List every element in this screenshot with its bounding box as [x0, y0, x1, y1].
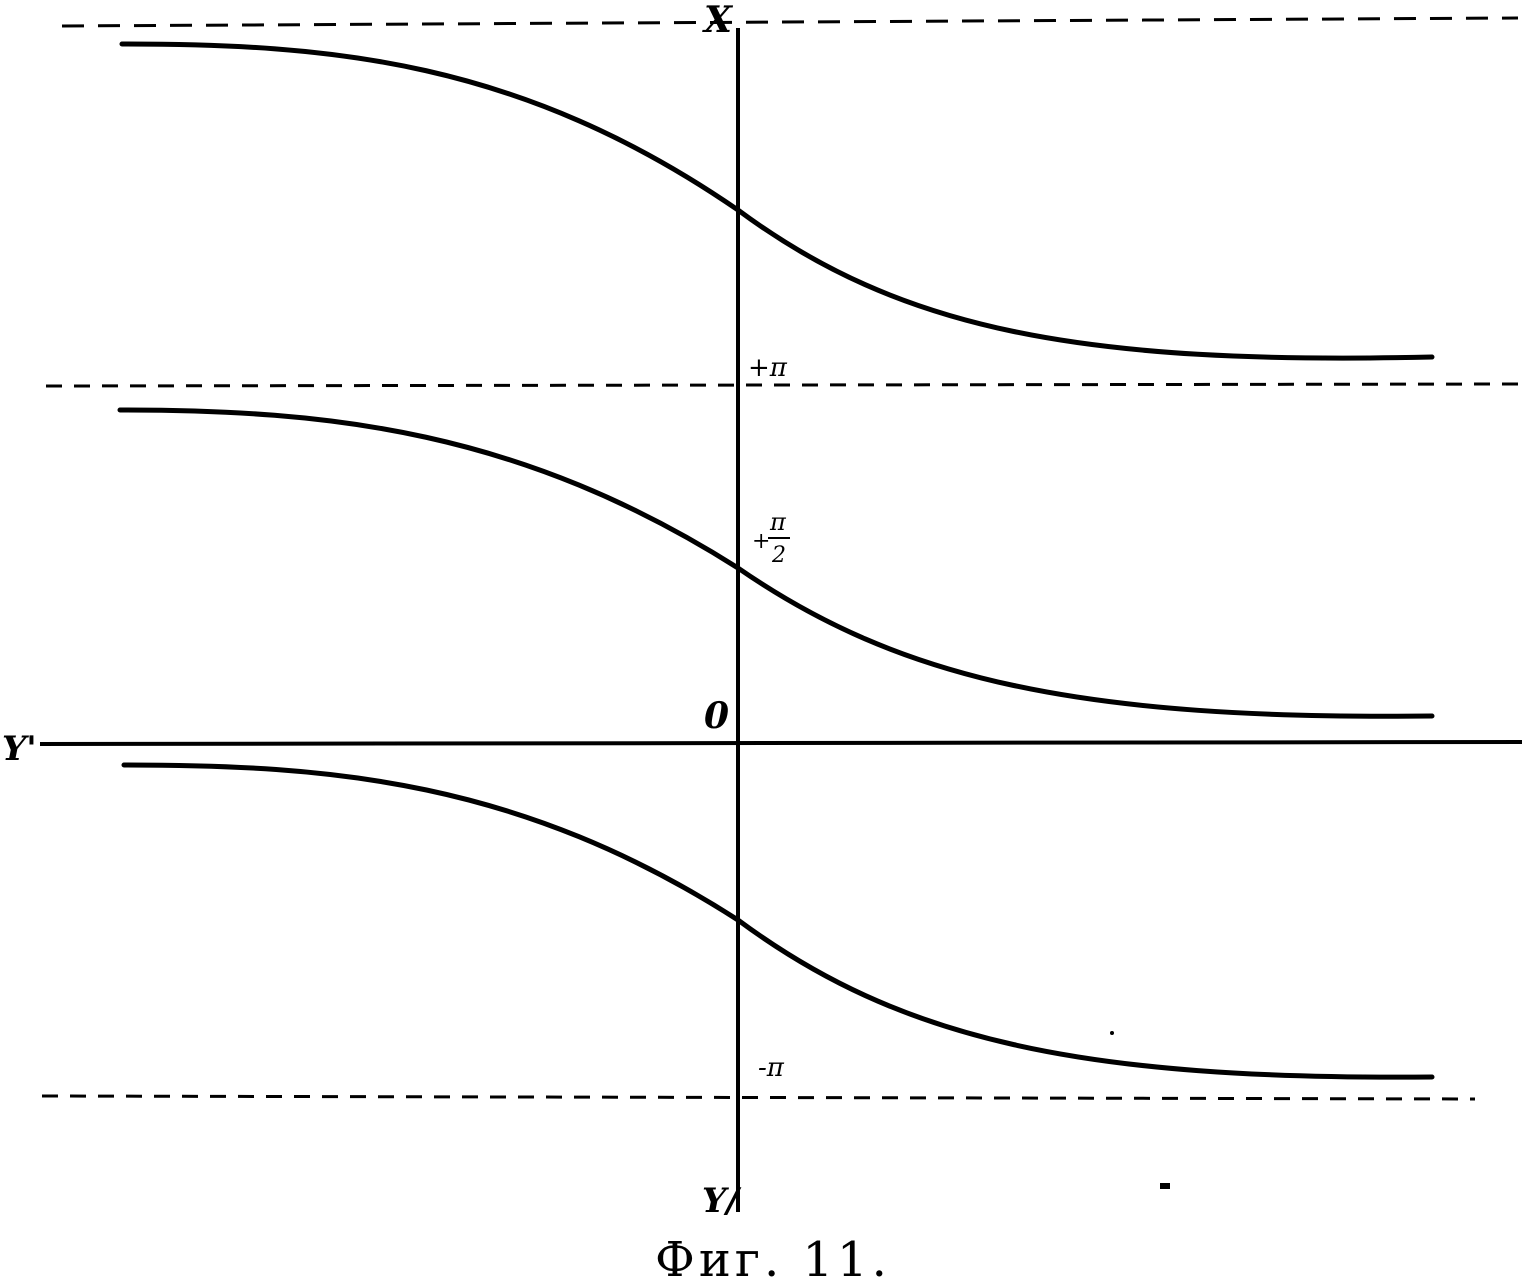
horizontal-axis	[39, 740, 1522, 746]
axis-label-x: X	[702, 0, 734, 41]
curve-upper	[119, 41, 1435, 361]
axis-label-y-bottom: Y/	[702, 1181, 742, 1221]
print-speck	[1110, 1031, 1114, 1035]
curve-lower	[121, 762, 1435, 1080]
tick-label-plus-pi: +π	[748, 353, 788, 383]
figure-caption: Фиг. 11.	[655, 1232, 891, 1284]
asymptote-line-top	[61, 16, 1519, 28]
tick-label-minus-pi: -π	[758, 1053, 785, 1083]
asymptote-line-minus-pi	[41, 1094, 1476, 1101]
print-speck	[1160, 1183, 1170, 1189]
tick-label-plus-pi-half-denominator: 2	[771, 543, 786, 568]
asymptote-line-plus-pi	[45, 382, 1519, 388]
origin-label: 0	[704, 695, 729, 737]
tick-label-plus-pi-half-sign: +	[752, 529, 770, 554]
curve-middle	[117, 407, 1435, 719]
tick-label-plus-pi-half-numerator: π	[769, 508, 787, 536]
axis-label-y-left: Y'	[2, 729, 37, 769]
